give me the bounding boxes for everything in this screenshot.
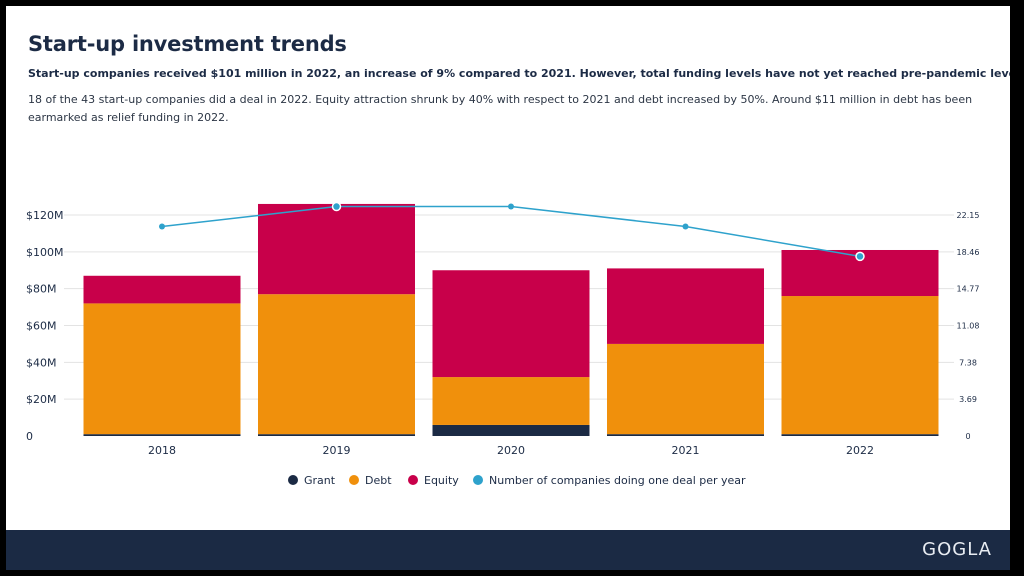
legend-swatch [288,475,298,485]
right-tick-label: 7.38 [959,358,977,367]
legend-swatch [349,475,359,485]
companies-line [159,201,865,262]
bar-equity-2020 [432,270,590,378]
x-tick-label: 2020 [497,444,525,457]
right-axis: 0 3.69 7.38 11.08 14.77 18.46 22.15 [957,211,980,441]
legend-label: Equity [424,474,459,487]
bar-equity-2019 [258,203,415,295]
footer-bar: GOGLA [6,530,1010,570]
bars [83,203,939,436]
page-subtitle: Start-up companies received $101 million… [28,67,1010,80]
bar-debt-2021 [607,343,764,435]
right-tick-label: 3.69 [959,395,977,404]
right-tick-label: 0 [965,432,970,441]
bar-debt-2020 [432,377,590,425]
x-tick-label: 2022 [846,444,874,457]
page-title: Start-up investment trends [28,32,347,56]
bar-debt-2019 [258,294,415,435]
legend-label: Debt [365,474,392,487]
bar-grant-2018 [83,434,241,436]
right-tick-label: 18.46 [957,248,980,257]
x-axis: 2018 2019 2020 2021 2022 [148,444,874,457]
bar-grant-2022 [781,434,939,436]
left-axis: 0 $20M $40M $60M $80M $100M $120M [26,209,64,443]
legend-label: Number of companies doing one deal per y… [489,474,746,487]
left-tick-label: $120M [26,209,64,222]
x-tick-label: 2021 [672,444,700,457]
gogla-logo: GOGLA [922,539,992,560]
bar-equity-2018 [83,275,241,304]
right-tick-label: 14.77 [957,285,980,294]
right-tick-label: 11.08 [957,321,980,330]
left-tick-label: $60M [26,320,57,333]
x-tick-label: 2018 [148,444,176,457]
left-tick-label: $100M [26,246,64,259]
companies-point-2018 [159,223,165,230]
legend-swatch [408,475,418,485]
left-tick-label: $20M [26,393,57,406]
bar-grant-2021 [607,434,764,436]
stacked-bar-line-chart: 0 $20M $40M $60M $80M $100M $120M 0 3.69 7.38 11.… [26,201,980,487]
companies-point-2021 [682,223,689,230]
x-tick-label: 2019 [323,444,351,457]
left-tick-label: 0 [26,430,33,443]
companies-point-2020 [508,203,514,210]
bar-debt-2022 [781,296,939,435]
right-tick-label: 22.15 [957,211,980,220]
legend-label: Grant [304,474,336,487]
bar-grant-2020 [432,424,590,436]
slide: Start-up investment trends Start-up comp… [6,6,1010,570]
bar-grant-2019 [258,434,415,436]
legend-swatch [473,475,483,485]
left-tick-label: $80M [26,283,57,296]
left-tick-label: $40M [26,356,57,369]
bar-equity-2021 [607,268,764,344]
bar-debt-2018 [83,303,241,435]
companies-point-2019 [331,201,342,212]
companies-point-2022 [855,251,865,262]
page-description: 18 of the 43 start-up companies did a de… [28,93,973,124]
legend: Grant Debt Equity Number of companies doing… [288,474,746,487]
